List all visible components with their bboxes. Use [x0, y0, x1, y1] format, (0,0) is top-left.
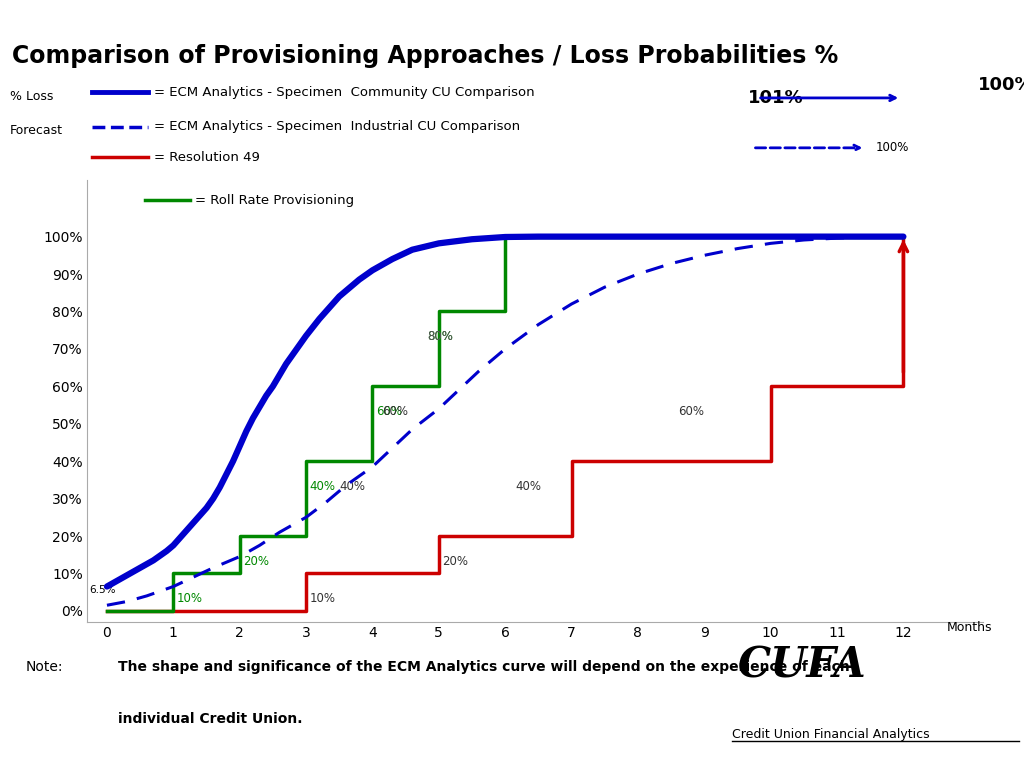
Text: Note:: Note: — [26, 660, 63, 674]
Text: The shape and significance of the ECM Analytics curve will depend on the experie: The shape and significance of the ECM An… — [118, 660, 850, 674]
Text: = Resolution 49: = Resolution 49 — [154, 151, 259, 164]
Text: CUFA: CUFA — [737, 644, 866, 687]
Text: 40%: 40% — [515, 480, 541, 493]
Text: 60%: 60% — [376, 406, 401, 418]
Text: = Roll Rate Provisioning: = Roll Rate Provisioning — [195, 194, 353, 207]
Text: 80%: 80% — [427, 330, 453, 343]
Text: Forecast: Forecast — [10, 124, 63, 137]
Text: 80%: 80% — [427, 330, 453, 343]
Text: 20%: 20% — [442, 554, 468, 568]
Text: 40%: 40% — [339, 480, 366, 493]
Text: = ECM Analytics - Specimen  Industrial CU Comparison: = ECM Analytics - Specimen Industrial CU… — [154, 121, 520, 133]
Text: Months: Months — [946, 621, 992, 634]
Text: 20%: 20% — [243, 554, 269, 568]
Text: 60%: 60% — [382, 406, 409, 418]
Text: 100%: 100% — [978, 77, 1024, 94]
Text: % Loss: % Loss — [10, 91, 53, 103]
Text: 100%: 100% — [876, 141, 909, 154]
Text: 40%: 40% — [309, 480, 336, 493]
Text: 101%: 101% — [748, 89, 803, 107]
Text: Comparison of Provisioning Approaches / Loss Probabilities %: Comparison of Provisioning Approaches / … — [12, 44, 839, 68]
Text: individual Credit Union.: individual Credit Union. — [118, 711, 302, 726]
Text: Credit Union Financial Analytics: Credit Union Financial Analytics — [732, 728, 930, 740]
Text: = ECM Analytics - Specimen  Community CU Comparison: = ECM Analytics - Specimen Community CU … — [154, 86, 535, 98]
Text: 10%: 10% — [309, 592, 336, 605]
Text: 6.5%: 6.5% — [89, 585, 116, 595]
Text: 60%: 60% — [678, 406, 703, 418]
Text: 10%: 10% — [176, 592, 203, 605]
